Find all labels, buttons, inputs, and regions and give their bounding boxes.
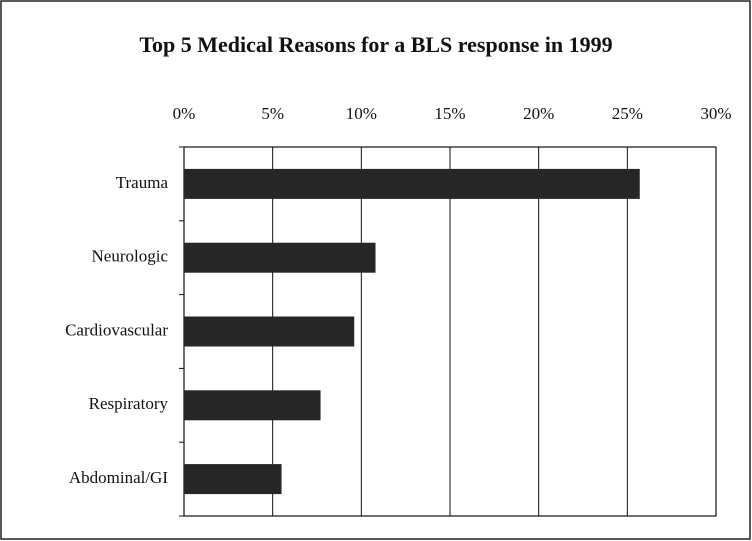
- y-tick-label: Respiratory: [89, 394, 169, 413]
- bar: [184, 464, 282, 495]
- x-tick-label: 15%: [434, 104, 465, 123]
- bar: [184, 316, 355, 347]
- x-tick-label: 30%: [700, 104, 731, 123]
- y-tick-label: Trauma: [116, 173, 169, 192]
- y-tick-label: Abdominal/GI: [69, 468, 168, 487]
- y-tick-label: Cardiovascular: [65, 320, 168, 339]
- bar: [184, 242, 376, 273]
- x-tick-label: 0%: [173, 104, 196, 123]
- x-tick-label: 10%: [346, 104, 377, 123]
- chart-title: Top 5 Medical Reasons for a BLS response…: [139, 32, 612, 57]
- x-tick-label: 25%: [612, 104, 643, 123]
- x-tick-label: 20%: [523, 104, 554, 123]
- bar: [184, 390, 321, 421]
- bar: [184, 168, 640, 199]
- y-tick-label: Neurologic: [92, 247, 169, 266]
- x-tick-label: 5%: [261, 104, 284, 123]
